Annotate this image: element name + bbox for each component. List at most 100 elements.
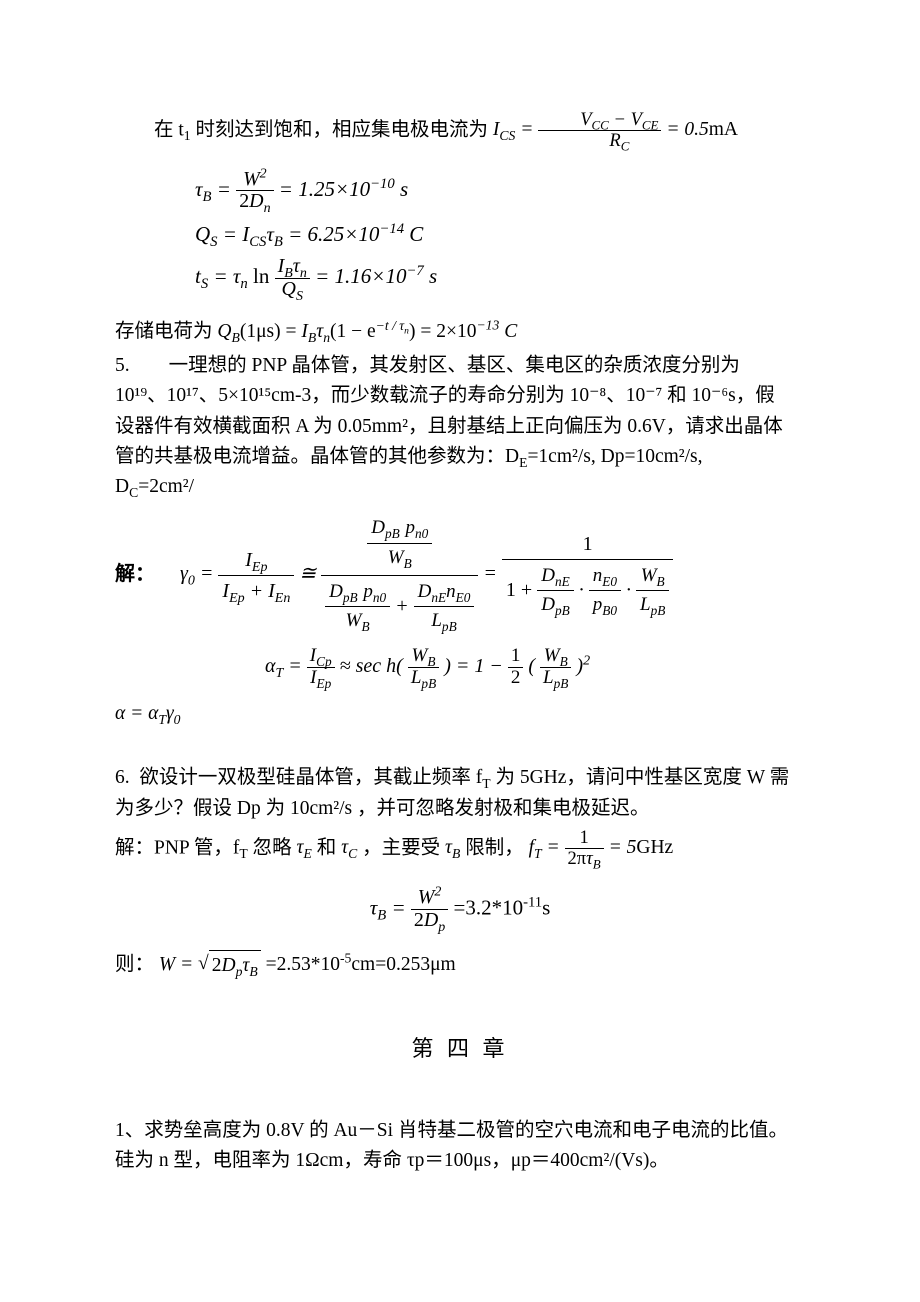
var: I — [245, 549, 252, 571]
text: 为 5GHz，请问中性基区宽度 W 需 — [491, 767, 790, 788]
op: · — [626, 578, 636, 600]
sub: CS — [499, 128, 515, 143]
text: 在 t — [154, 119, 184, 140]
var: D — [329, 581, 343, 602]
op: ( — [528, 655, 535, 677]
sub: CC — [592, 118, 609, 133]
question-number: 5. — [115, 355, 130, 376]
text: D — [115, 476, 129, 497]
sub: B0 — [602, 603, 617, 618]
sub: nE — [555, 573, 570, 588]
op: + — [245, 580, 269, 602]
var: W — [641, 565, 657, 586]
var: p — [593, 594, 603, 615]
exp: −14 — [379, 221, 404, 237]
val: = 1.16×10 — [315, 264, 406, 288]
var: τ — [297, 837, 304, 858]
sub: T — [158, 712, 166, 727]
q5-solution: 解： γ0 = IEp IEp + IEn ≅ DpBpn0 WB DpBpn0… — [115, 512, 805, 689]
sub: B — [404, 556, 412, 571]
text: 一理想的 PNP 晶体管，其发射区、基区、集电区的杂质浓度分别为 — [169, 355, 740, 376]
op: ) = 1 − — [444, 655, 508, 677]
sub: B — [361, 619, 369, 634]
sqrt: 2DpτB — [198, 950, 261, 981]
sub: 0 — [174, 712, 181, 727]
sub: B — [308, 330, 316, 345]
sub: S — [210, 235, 217, 251]
var: p — [405, 517, 415, 538]
num: 1 — [583, 533, 593, 555]
fraction: IBτn QS — [275, 256, 310, 301]
val: =2.53*10 — [266, 954, 340, 975]
num: 2 — [239, 190, 249, 212]
var: α — [265, 655, 276, 677]
var: W — [412, 645, 428, 666]
eq-ts: tS = τn ln IBτn QS = 1.16×10−7 s — [195, 255, 805, 301]
eq-W: W = 2DpτB — [159, 954, 266, 975]
text: 则： — [115, 954, 154, 975]
text: 解：PNP 管，f — [115, 837, 239, 858]
sub: E — [304, 846, 312, 861]
text: 10¹⁹、10¹⁷、5×10¹⁵cm-3，而少数载流子的寿命分别为 10⁻⁸、1… — [115, 385, 775, 406]
text: 和 — [317, 837, 341, 858]
question-number: 6. — [115, 767, 130, 788]
chapter-heading: 第 四 章 — [115, 1032, 805, 1066]
var: n — [446, 581, 456, 602]
sub: B — [377, 908, 386, 924]
sub: n — [323, 330, 330, 345]
text: 存储电荷为 — [115, 321, 217, 342]
text: 1、求势垒高度为 0.8V 的 Au－Si 肖特基二极管的空穴电流和电子电流的比… — [115, 1120, 788, 1141]
sub: Ep — [317, 676, 332, 691]
sub: pB — [555, 603, 570, 618]
var: W — [388, 547, 404, 568]
var: Q — [282, 278, 296, 300]
text: ，主要受 — [362, 837, 445, 858]
var: τ — [586, 848, 593, 869]
var: D — [418, 581, 432, 602]
unit: cm=0.253μm — [351, 954, 455, 975]
exp: −10 — [370, 176, 395, 192]
exp: 2 — [583, 653, 590, 668]
unit: mA — [709, 119, 738, 140]
val: = 5 — [609, 837, 637, 858]
exp: −7 — [406, 263, 423, 279]
var: τ — [293, 255, 300, 277]
var: γ — [166, 703, 174, 724]
op: · — [579, 578, 589, 600]
text: 设器件有效横截面积 A 为 0.05mm²，且射基结上正向偏压为 0.6V，请求… — [115, 416, 783, 437]
var: W — [544, 645, 560, 666]
sub: T — [482, 776, 490, 791]
var: W = — [159, 954, 198, 975]
q6-solution-line1: 解：PNP 管，fT 忽略 τE 和 τC ，主要受 τB 限制， fT = 1… — [115, 828, 805, 870]
var: D — [371, 517, 385, 538]
unit: C — [404, 222, 423, 246]
sub: E0 — [602, 573, 617, 588]
sub: Ep — [229, 591, 245, 606]
intro-line: 在 t1 时刻达到饱和，相应集电极电流为 ICS = VCC − VCE RC … — [115, 110, 805, 152]
solution-label: 解： — [115, 563, 155, 585]
sub: Ep — [252, 560, 268, 575]
eq-tauB-center: τB = W2 2Dp =3.2*10-11s — [115, 887, 805, 932]
sub: B — [593, 857, 601, 872]
op: = — [483, 563, 502, 585]
fraction: WBLpB — [636, 562, 669, 620]
text: 1 + — [506, 578, 537, 600]
sub: E0 — [456, 589, 471, 604]
var: D — [249, 190, 263, 212]
sub: pB — [421, 676, 436, 691]
sub: pB — [385, 526, 400, 541]
num: 2 — [508, 668, 524, 689]
q6-text: 6. 欲设计一双极型硅晶体管，其截止频率 fT 为 5GHz，请问中性基区宽度 … — [115, 763, 805, 823]
sup: 2 — [434, 885, 441, 900]
op: = — [195, 563, 219, 585]
fraction: WBLpB — [540, 646, 571, 689]
sub: n0 — [415, 526, 428, 541]
val: = 6.25×10 — [288, 222, 379, 246]
sub: 0 — [188, 574, 195, 589]
text: 硅为 n 型，电阻率为 1Ωcm，寿命 τp＝100μs，μp＝400cm²/(… — [115, 1150, 669, 1171]
num: 2 — [414, 909, 424, 931]
var: L — [431, 610, 442, 631]
unit: s — [395, 177, 408, 201]
eq-qb: QB(1μs) = IBτn(1 − e−t / τn) = 2×10−13 C — [217, 321, 517, 342]
text: 2π — [568, 848, 587, 869]
